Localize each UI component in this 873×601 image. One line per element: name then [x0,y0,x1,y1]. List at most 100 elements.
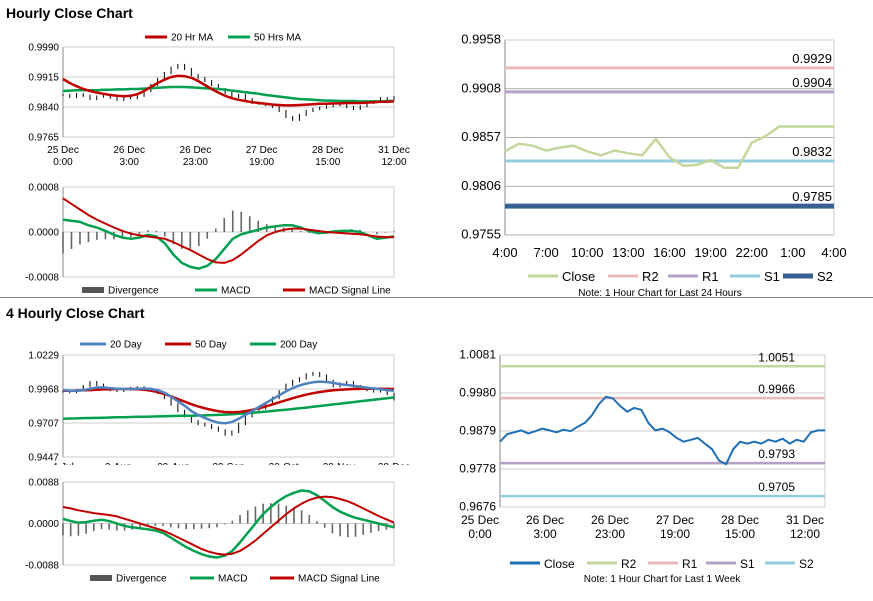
four-hourly-divergence-legend-swatch [90,575,112,581]
hourly-price-chart: 20 Hr MA 50 Hrs MA 0.9990 0.9915 0.9840 0.976… [28,33,410,169]
hourly-macd-legend-label: MACD [221,286,250,297]
four-hourly-levels-xtick-label: 26 Dec [591,513,629,527]
hourly-price-xtick-label: 26 Dec [113,145,145,156]
four-hourly-signal-line [62,495,395,556]
four-hourly-price-xtick-label: 30-Oct [269,462,299,465]
four-hourly-price-ytick-label: 0.9968 [28,385,59,396]
four-hourly-levels-xtick-label: 0:00 [468,527,492,541]
four-hourly-macd-ytick-label: 0.0088 [28,478,59,489]
four-levels-legend-label: S2 [799,557,814,571]
four-hourly-levels-ytick-label: 0.9778 [459,462,496,476]
four-hourly-levels-ytick-label: 0.9980 [459,386,496,400]
levels-legend-label: R1 [702,269,719,284]
four-hourly-price-chart: 20 Day 50 Day 200 Day 1.0229 0.9968 0.9707 0.9… [28,340,410,466]
four-hourly-levels-xtick-label: 19:00 [660,527,690,541]
level-label-s1: 0.9832 [792,144,832,159]
hourly-levels-ytick-label: 0.9857 [461,129,501,144]
hourly-levels-ytick-label: 0.9806 [461,178,501,193]
hourly-divergence-legend-swatch [82,287,104,293]
four-hourly-levels-xtick-label: 28 Dec [721,513,759,527]
hourly-levels-xtick-label: 19:00 [694,245,727,260]
four-levels-legend-label: R2 [621,557,637,571]
hourly-price-ytick-label: 0.9990 [28,43,59,54]
four-levels-legend-label: Close [544,557,575,571]
hourly-macd-line [62,218,395,270]
levels-legend-label: Close [562,269,595,284]
hourly-levels-xtick-label: 7:00 [533,245,558,260]
hourly-price-xtick-label: 27 Dec [246,145,278,156]
four-hourly-price-xtick-label: 28-Nov [323,462,355,465]
four-hourly-levels-xtick-label: 31 Dec [786,513,824,527]
hourly-price-xtick-label: 26 Dec [180,145,212,156]
four-hourly-levels-ytick-label: 0.9879 [459,424,496,438]
section-divider [0,297,873,298]
hourly-price-ytick-label: 0.9915 [28,73,59,84]
hourly-macd-chart: 0.0008 0.0000 -0.0008 Divergence MACD MACD Si… [25,183,395,297]
four-hourly-levels-xtick-label: 25 Dec [461,513,499,527]
ma20-series-line [62,74,395,107]
ma20day-legend-label: 20 Day [110,340,142,351]
hourly-price-xtick-label: 12:00 [381,157,406,168]
hourly-price-xtick-label: 15:00 [315,157,340,168]
four-hourly-levels-xtick-label: 26 Dec [526,513,564,527]
four-hourly-macd-legend-label: MACD [218,574,247,585]
level-label-r1: 0.9966 [758,382,795,396]
four-hourly-levels-chart: 1.0081 0.9980 0.9879 0.9778 0.9676 1.0051 0.99… [459,348,826,585]
four-levels-legend-label: S1 [740,557,755,571]
hourly-macd-ytick-label: 0.0000 [28,228,59,239]
hourly-levels-xtick-label: 13:00 [612,245,645,260]
levels-legend-label: R2 [642,269,659,284]
hourly-levels-ytick-label: 0.9755 [461,227,501,242]
four-hourly-levels-xtick-label: 3:00 [533,527,557,541]
level-label-s1: 0.9793 [758,447,795,461]
hourly-signal-legend-label: MACD Signal Line [309,286,391,297]
four-hourly-levels-xtick-label: 15:00 [725,527,755,541]
ma20-legend-label: 20 Hr MA [171,33,214,44]
hourly-price-xtick-label: 3:00 [119,157,139,168]
hourly-levels-chart: 0.9958 0.9908 0.9857 0.9806 0.9755 0.9929 0.99… [461,32,846,300]
hourly-levels-xtick-label: 22:00 [735,245,768,260]
hourly-price-xtick-label: 28 Dec [312,145,344,156]
four-hourly-divergence-legend-label: Divergence [116,574,167,585]
levels-legend-label: S2 [817,269,833,284]
level-label-r1: 0.9904 [792,75,832,90]
hourly-signal-line [62,197,394,264]
ma200day-legend-label: 200 Day [280,340,317,351]
four-hourly-price-xtick-label: 4-Jul [52,462,74,465]
ma50-legend-label: 50 Hrs MA [254,33,302,44]
four-hourly-price-xtick-label: 28-Dec [378,462,410,465]
four-levels-legend-label: R1 [682,557,698,571]
four-hourly-price-ytick-label: 0.9707 [28,419,59,430]
hourly-levels-note: Note: 1 Hour Chart for Last 24 Hours [578,288,741,299]
hourly-section-title: Hourly Close Chart [6,5,133,21]
four-hourly-price-xtick-label: 28-Sep [212,462,245,465]
hourly-price-ytick-label: 0.9765 [28,133,59,144]
hourly-price-ytick-label: 0.9840 [28,103,59,114]
hourly-levels-xtick-label: 1:00 [780,245,805,260]
four-hourly-price-ytick-label: 1.0229 [28,351,59,362]
four-hourly-section-title: 4 Hourly Close Chart [6,305,145,321]
four-hourly-macd-ytick-label: -0.0088 [25,561,59,572]
hourly-price-xtick-label: 19:00 [249,157,274,168]
level-label-r2: 0.9929 [792,51,832,66]
hourly-divergence-legend-label: Divergence [108,286,159,297]
hourly-price-xtick-label: 25 Dec [47,145,79,156]
hourly-levels-ytick-label: 0.9958 [461,32,501,47]
hourly-price-xtick-label: 31 Dec [378,145,410,156]
four-hourly-levels-note: Note: 1 Hour Chart for Last 1 Week [584,574,742,585]
ma50-series-line [62,85,394,103]
four-hourly-price-xtick-label: 2-Aug [105,462,132,465]
four-hourly-levels-ytick-label: 1.0081 [459,348,496,362]
level-label-s2: 0.9785 [792,189,832,204]
four-hourly-levels-xtick-label: 23:00 [595,527,625,541]
four-hourly-signal-legend-label: MACD Signal Line [298,574,380,585]
four-hourly-macd-chart: 0.0088 0.0000 -0.0088 Divergence MACD MACD Si… [25,478,395,585]
level-label-r2: 1.0051 [758,350,795,364]
four-hourly-levels-xtick-label: 27 Dec [656,513,694,527]
hourly-price-xtick-label: 0:00 [53,157,73,168]
levels-legend-label: S1 [764,269,780,284]
four-hourly-macd-ytick-label: 0.0000 [28,519,59,530]
ma50day-series-line [63,387,395,414]
four-hourly-levels-xtick-label: 12:00 [790,527,820,541]
four-hourly-close-line [499,395,825,466]
